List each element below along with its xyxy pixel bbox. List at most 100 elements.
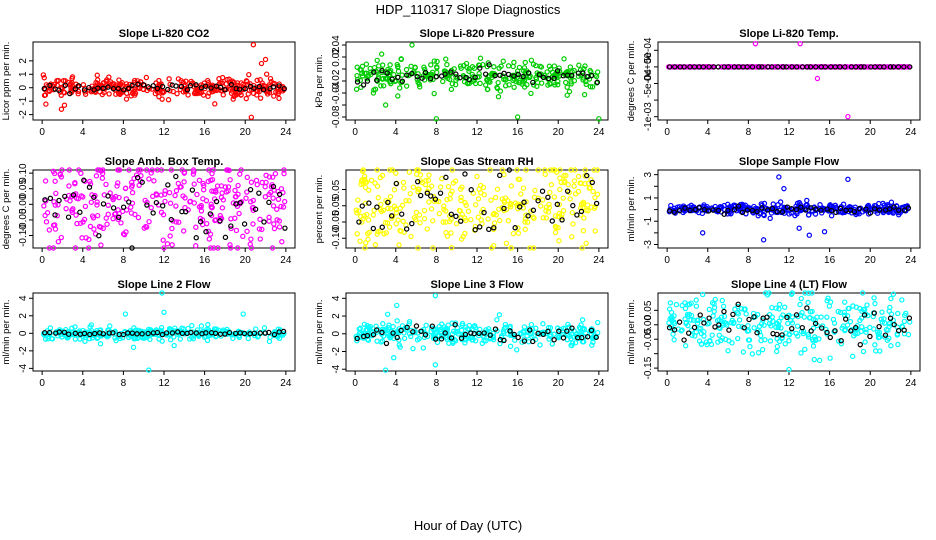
data-point [769, 304, 775, 311]
data-point [410, 184, 417, 190]
data-point [500, 58, 506, 64]
x-tick-label: 4 [393, 255, 399, 266]
data-point [167, 200, 174, 206]
data-point-reference [443, 174, 449, 181]
data-point [51, 199, 57, 205]
data-point [172, 325, 178, 331]
data-point [398, 56, 404, 62]
data-point [809, 290, 815, 296]
data-point-reference [876, 323, 882, 330]
data-point [524, 333, 530, 339]
data-point-reference [486, 226, 492, 233]
data-point [459, 332, 465, 338]
data-point [93, 173, 100, 179]
data-point [546, 336, 552, 342]
data-point [532, 187, 538, 194]
data-point [167, 336, 174, 343]
data-point [501, 171, 507, 178]
data-point-outlier [752, 40, 759, 47]
data-point [594, 191, 601, 198]
data-point [379, 69, 385, 76]
data-point [230, 200, 237, 206]
data-point [177, 336, 184, 342]
data-point-outlier [240, 311, 246, 317]
data-point [385, 205, 391, 212]
data-point [788, 317, 794, 324]
data-point [872, 300, 878, 307]
data-point-reference [774, 331, 780, 338]
data-point-reference [237, 86, 243, 92]
data-point-reference [799, 324, 805, 331]
data-point-reference [497, 172, 503, 179]
data-point-reference [61, 329, 68, 336]
data-point [365, 236, 371, 243]
data-point-reference [749, 64, 756, 70]
data-point [794, 323, 801, 329]
data-point [257, 95, 264, 101]
data-point-reference [824, 329, 830, 336]
data-point-reference [129, 82, 135, 89]
data-point [736, 317, 743, 323]
data-point [173, 219, 179, 225]
data-point-reference [404, 324, 410, 331]
data-point [567, 64, 574, 70]
data-point-reference [72, 330, 79, 337]
x-tick-label: 0 [664, 378, 670, 389]
x-tick-label: 4 [80, 378, 86, 389]
data-point-reference [783, 64, 790, 70]
data-point [522, 59, 528, 66]
data-point [501, 76, 507, 83]
plot-title: Slope Gas Stream RH [420, 156, 533, 168]
data-point [267, 75, 274, 82]
data-point [129, 85, 135, 92]
data-point [243, 95, 249, 102]
data-point [582, 334, 588, 340]
data-point-reference [842, 316, 849, 322]
data-point-outlier [776, 174, 782, 180]
x-tick-label: 24 [905, 255, 917, 266]
data-point [716, 316, 722, 323]
data-point [208, 204, 214, 210]
data-point [393, 206, 400, 213]
data-point [513, 78, 519, 85]
data-point-reference [438, 336, 445, 342]
data-point [499, 167, 506, 173]
data-point-reference [759, 64, 765, 70]
data-point [142, 197, 148, 204]
data-point-reference [424, 190, 430, 196]
x-tick-label: 20 [553, 255, 565, 266]
data-point-reference [81, 330, 88, 337]
data-point-reference [202, 83, 209, 89]
x-tick-label: 12 [158, 127, 170, 138]
data-point-reference [62, 82, 69, 88]
data-point [82, 203, 89, 210]
data-point-reference [838, 337, 844, 344]
data-point-reference [134, 174, 141, 181]
data-point [494, 85, 501, 92]
data-point [839, 325, 845, 331]
data-point [224, 167, 230, 173]
data-point [554, 325, 561, 331]
data-point [858, 328, 864, 335]
data-point-reference [145, 84, 151, 90]
data-point [416, 212, 423, 218]
data-point [410, 345, 416, 352]
data-point [372, 180, 378, 186]
data-point-reference [374, 204, 380, 210]
data-point [244, 174, 250, 181]
data-point-reference [404, 72, 410, 78]
data-point-reference [487, 332, 493, 338]
y-tick-label: -0.04 [331, 81, 342, 104]
data-point [212, 187, 219, 194]
y-axis-label: ml/min per min. [314, 300, 325, 365]
data-point-reference [507, 328, 513, 334]
data-point [863, 326, 869, 333]
plot-title: Slope Li-820 Pressure [420, 28, 535, 40]
data-point [162, 198, 168, 205]
data-point [693, 297, 699, 303]
data-point [205, 178, 211, 185]
data-point [235, 182, 241, 189]
data-point [773, 348, 780, 355]
data-point-outlier [432, 362, 439, 368]
data-point [121, 231, 128, 238]
